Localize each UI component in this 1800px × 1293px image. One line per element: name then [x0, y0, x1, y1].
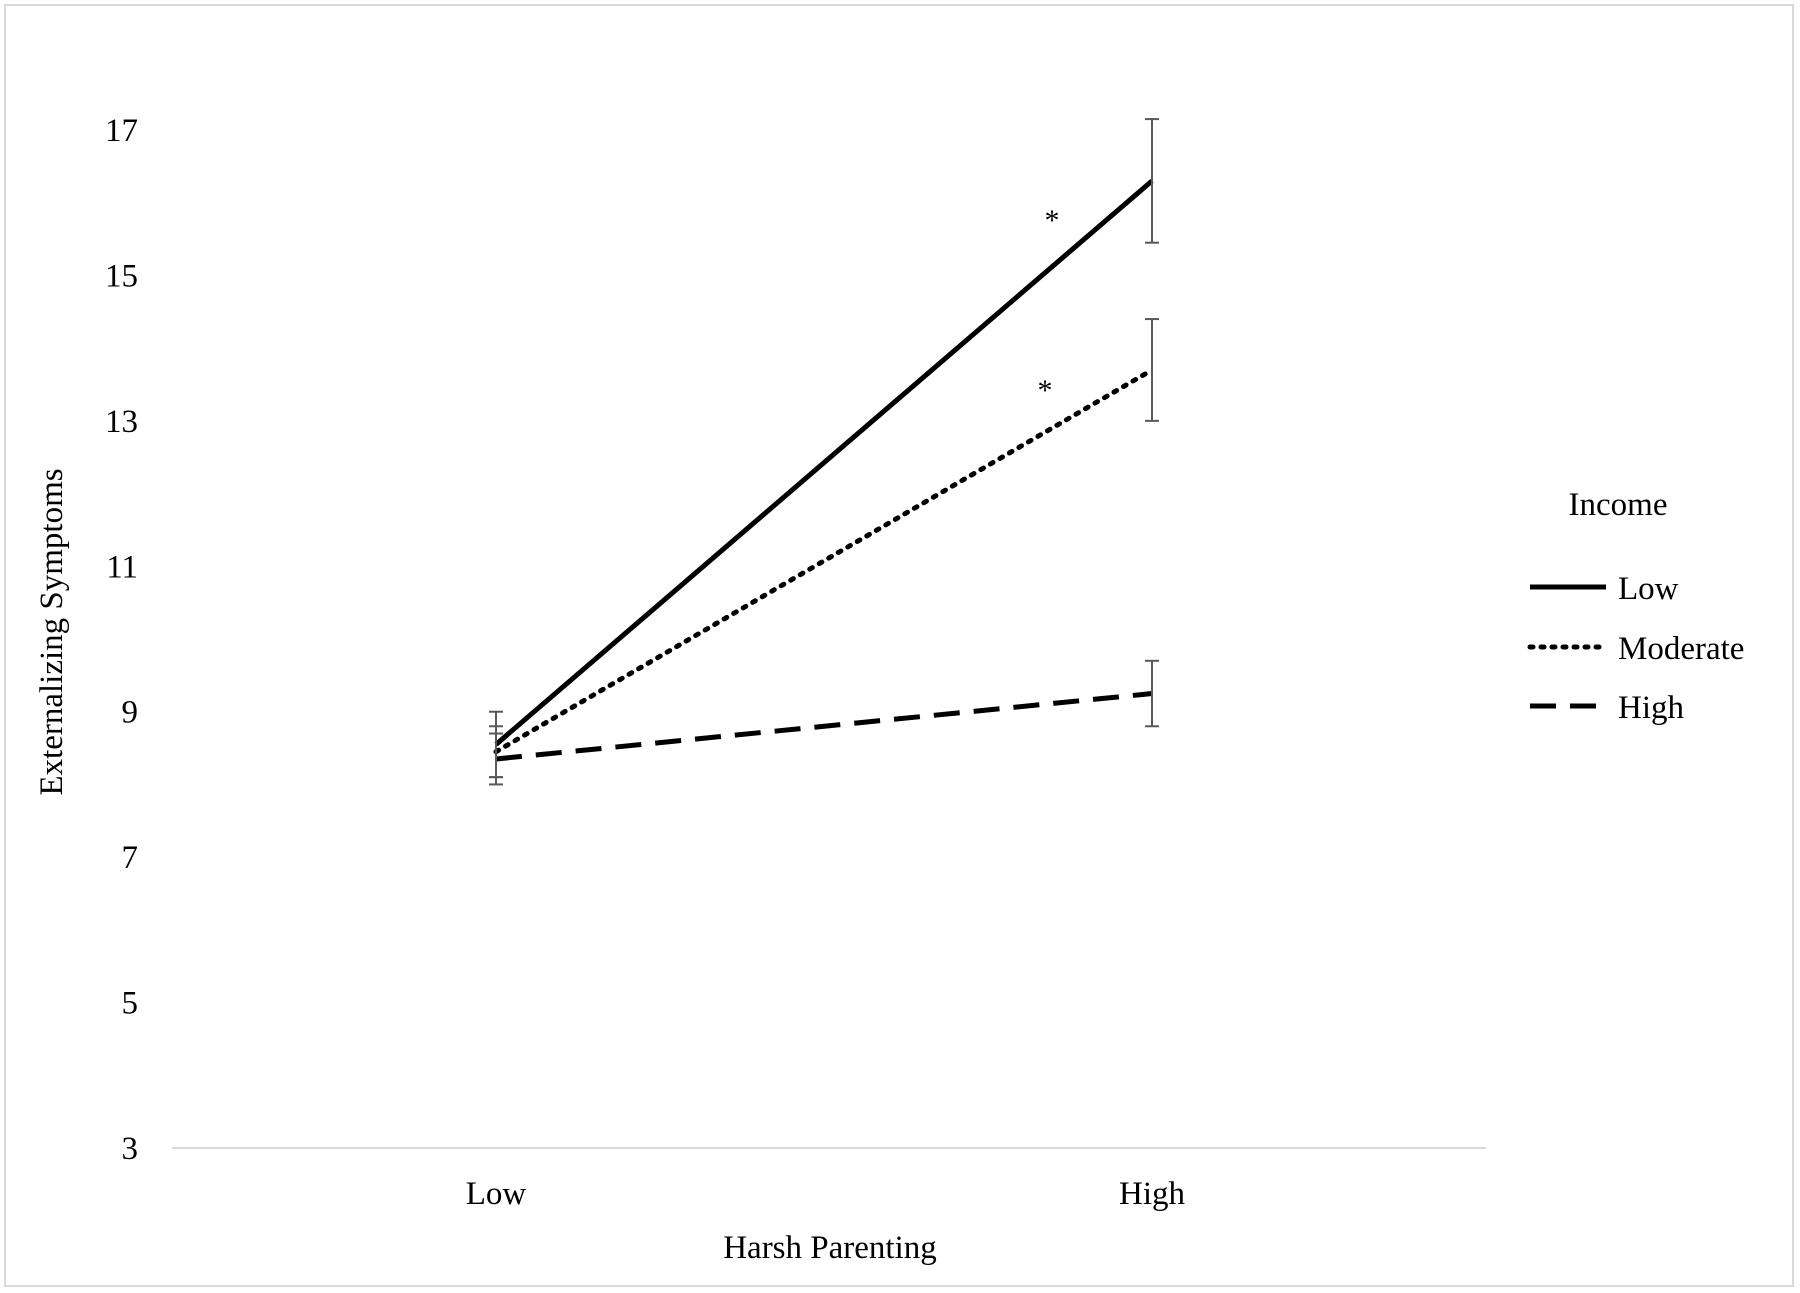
annotations: ** — [1038, 204, 1060, 407]
error-bar-high — [489, 732, 503, 786]
x-tick-label: High — [1119, 1176, 1186, 1212]
y-tick-label: 17 — [105, 113, 138, 149]
legend: Income Low Moderate High — [1527, 487, 1744, 726]
y-tick-label: 3 — [122, 1131, 139, 1167]
x-axis-ticks: Low High — [466, 1176, 1186, 1212]
series-line-low — [494, 179, 1154, 747]
x-axis-title: Harsh Parenting — [723, 1230, 937, 1266]
legend-title: Income — [1569, 487, 1668, 523]
x-tick-label: Low — [466, 1176, 527, 1212]
error-bar-moderate — [1145, 318, 1159, 422]
y-axis-title: Externalizing Symptoms — [34, 468, 70, 795]
legend-item-moderate: Moderate — [1527, 631, 1744, 667]
significance-marker: * — [1045, 204, 1060, 237]
y-tick-label: 13 — [105, 404, 138, 440]
error-bar-high — [1145, 659, 1159, 728]
error-bars — [489, 118, 1159, 786]
error-bar-low — [1145, 118, 1159, 244]
y-axis-ticks: 3 5 7 9 11 13 15 17 — [105, 113, 138, 1167]
legend-item-high: High — [1530, 690, 1685, 726]
chart-frame — [4, 4, 1794, 1287]
series-line-high — [495, 691, 1153, 762]
series-lines — [493, 179, 1155, 762]
legend-label: High — [1618, 690, 1685, 726]
y-tick-label: 7 — [122, 840, 139, 876]
legend-label: Low — [1618, 571, 1679, 607]
legend-label: Moderate — [1618, 631, 1744, 667]
series-line-moderate — [493, 367, 1155, 755]
y-tick-label: 9 — [122, 695, 139, 731]
significance-marker: * — [1038, 374, 1053, 407]
y-tick-label: 5 — [122, 986, 139, 1022]
legend-item-low: Low — [1530, 571, 1679, 607]
y-tick-label: 11 — [106, 549, 138, 585]
y-tick-label: 15 — [105, 258, 138, 294]
